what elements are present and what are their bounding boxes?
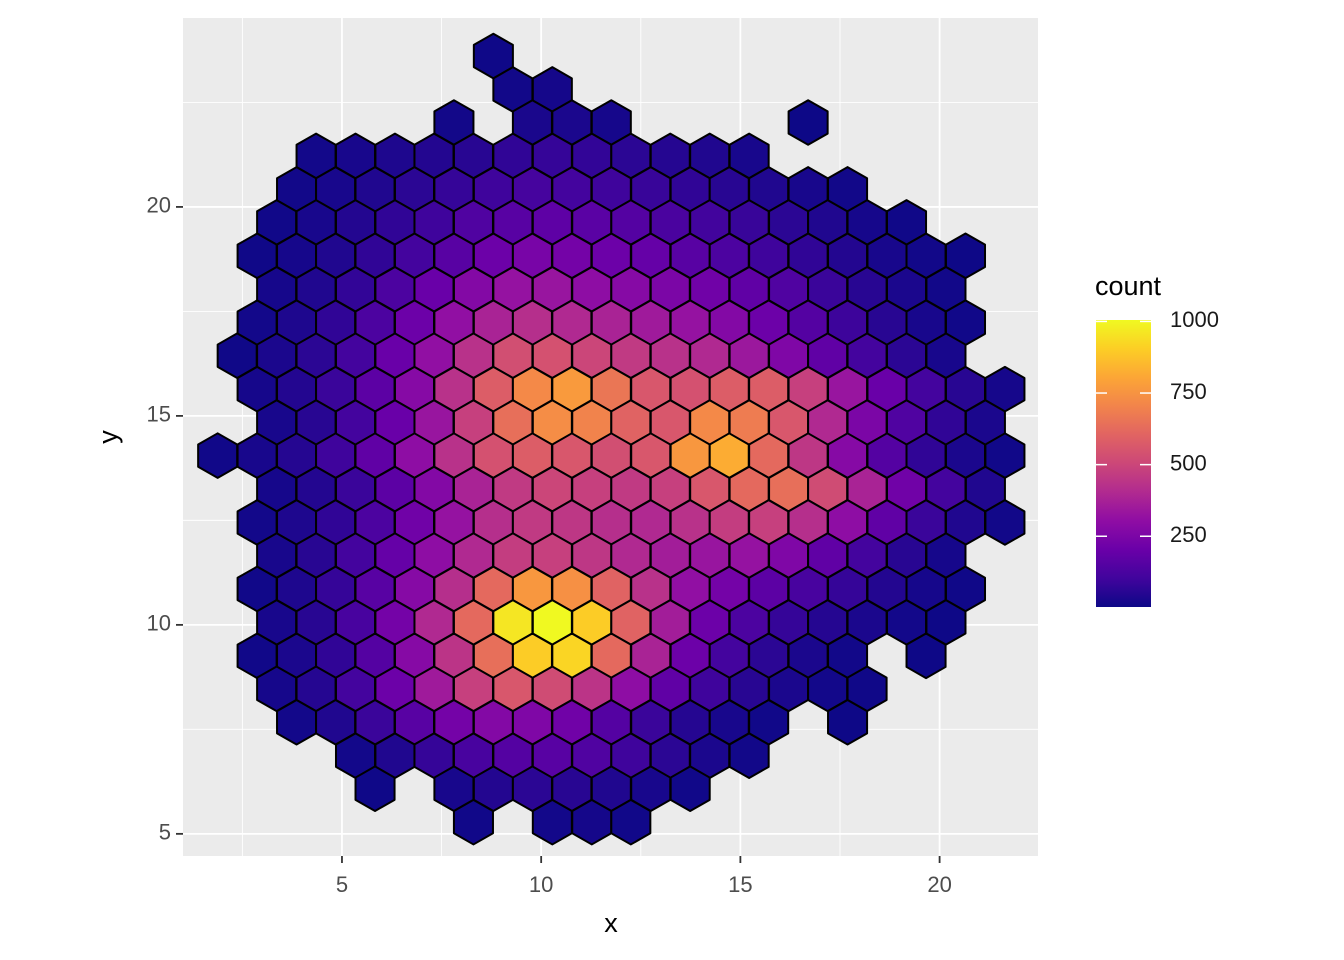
x-tick-label: 20 bbox=[927, 872, 951, 897]
x-tick-label: 15 bbox=[728, 872, 752, 897]
hexbin-cell bbox=[452, 798, 494, 846]
hexbin-cell bbox=[276, 698, 318, 746]
hexbin-cell bbox=[728, 732, 770, 779]
x-axis-title: x bbox=[604, 908, 618, 938]
y-tick-label: 5 bbox=[159, 820, 171, 845]
hexbin-cell bbox=[787, 99, 829, 146]
hexbin-cell bbox=[531, 798, 573, 846]
legend-title: count bbox=[1095, 271, 1162, 301]
colorbar bbox=[1096, 320, 1151, 607]
hexbin-cell bbox=[571, 798, 613, 846]
colorbar-tick-label: 500 bbox=[1170, 450, 1207, 475]
y-axis-title: y bbox=[93, 430, 123, 444]
y-tick-label: 15 bbox=[147, 402, 171, 427]
hexbin-cell bbox=[905, 632, 947, 680]
x-tick-label: 5 bbox=[336, 872, 348, 897]
hexbin-cell bbox=[827, 698, 869, 746]
hexbin-cell bbox=[610, 798, 652, 846]
hexbin-cell bbox=[669, 765, 711, 812]
y-tick-label: 20 bbox=[147, 193, 171, 218]
hexbin-cell bbox=[354, 765, 396, 812]
x-tick-label: 10 bbox=[529, 872, 553, 897]
hexbin-cell bbox=[197, 432, 239, 479]
colorbar-tick-label: 1000 bbox=[1170, 307, 1219, 332]
hexbin-cell bbox=[984, 499, 1026, 546]
colorbar-tick-label: 750 bbox=[1170, 379, 1207, 404]
y-tick-label: 10 bbox=[147, 611, 171, 636]
colorbar-tick-label: 250 bbox=[1170, 522, 1207, 547]
